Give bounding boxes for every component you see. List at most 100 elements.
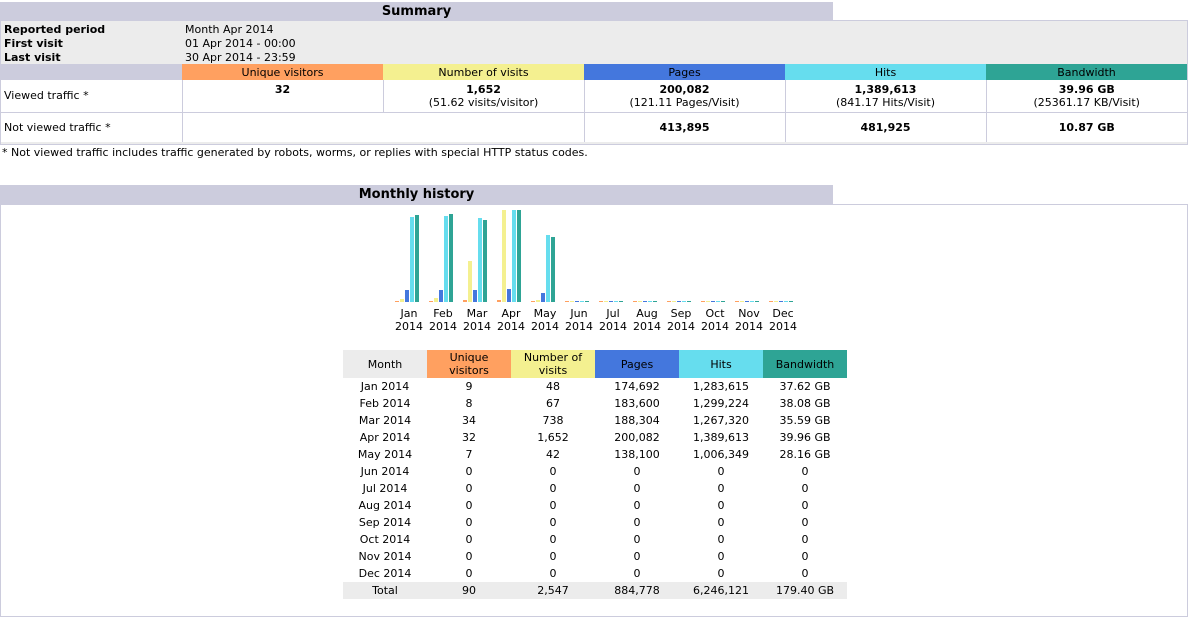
bar-pages-jan [405,290,409,302]
reported-period-value: Month Apr 2014 [185,22,274,36]
mh-cell-bandwidth: 0 [801,465,809,478]
mh-cell-hits: 1,389,613 [693,431,749,444]
bar-hits-jul [614,301,618,302]
mh-cell-hits: 1,283,615 [693,380,749,393]
mh-cell-visits: 0 [549,567,557,580]
mh-cell-hits: 1,006,349 [693,448,749,461]
x-tick-month: Jan [400,307,418,320]
mh-total-visits: 2,547 [537,584,569,597]
bar-unique-may [531,301,535,302]
bar-hits-aug [648,301,652,302]
bar-pages-feb [439,290,443,302]
bar-visits-apr [502,210,506,302]
bar-pages-may [541,293,545,302]
mh-cell-bandwidth: 35.59 GB [779,414,831,427]
x-tick-month: Mar [467,307,488,320]
x-tick-year: 2014 [429,320,457,333]
col-hits: Hits [785,64,986,80]
bar-hits-mar [478,218,482,302]
viewed-bandwidth-sub: (25361.17 KB/Visit) [1033,95,1140,109]
col-bandwidth: Bandwidth [986,64,1187,80]
not-viewed-traffic-label: Not viewed traffic * [1,112,183,142]
bar-bandwidth-mar [483,220,487,302]
bar-bandwidth-jun [585,301,589,302]
bar-pages-dec [779,301,783,302]
mh-cell-hits: 0 [717,499,725,512]
bar-unique-sep [667,301,671,302]
viewed-pages-sub: (121.11 Pages/Visit) [629,95,740,109]
x-tick-month: May [534,307,557,320]
x-tick-month: Oct [705,307,725,320]
mh-cell-visits: 0 [549,533,557,546]
bar-pages-apr [507,289,511,302]
mh-cell-pages: 0 [633,482,641,495]
mh-cell-month: Jun 2014 [360,465,410,478]
mh-cell-hits: 0 [717,482,725,495]
bar-unique-mar [463,300,467,302]
mh-cell-pages: 174,692 [614,380,660,393]
summary-title: Summary [0,2,833,21]
table-row: Apr 2014 32 1,652 200,082 1,389,613 39.96 GB [343,429,847,446]
table-row: Jan 2014 9 48 174,692 1,283,615 37.62 GB [343,378,847,395]
col-number-of-visits: Number of visits [383,64,584,80]
mh-cell-month: Oct 2014 [359,533,411,546]
mh-cell-month: Feb 2014 [359,397,411,410]
monthly-history-panel: Jan 2014 Feb 2014 Mar 2014 Apr 2014 May 2014 Jun 20… [0,204,1188,617]
mh-cell-visits: 42 [546,448,560,461]
reported-period-label: Reported period [4,22,106,36]
summary-table: Reported period Month Apr 2014 First vis… [1,22,1187,142]
bar-bandwidth-apr [517,210,521,302]
mh-cell-bandwidth: 0 [801,533,809,546]
mh-total-row: Total 90 2,547 884,778 6,246,121 179.40 … [343,582,847,599]
table-row: May 2014 7 42 138,100 1,006,349 28.16 GB [343,446,847,463]
bar-visits-jan [400,299,404,302]
table-row: Jul 2014 0 0 0 0 0 [343,480,847,497]
bar-unique-nov [735,301,739,302]
table-row: Oct 2014 0 0 0 0 0 [343,531,847,548]
viewed-traffic-row: Viewed traffic * 32 1,652 (51.62 visits/v… [1,80,1187,112]
summary-panel: Reported period Month Apr 2014 First vis… [0,20,1188,145]
x-tick-year: 2014 [395,320,423,333]
mh-cell-visits: 48 [546,380,560,393]
x-tick-month: Jul [605,307,619,320]
bar-unique-aug [633,301,637,302]
bar-visits-may [536,300,540,302]
bar-unique-oct [701,301,705,302]
bar-hits-dec [784,301,788,302]
bar-visits-dec [774,301,778,302]
col-pages: Pages [584,64,785,80]
bar-bandwidth-oct [721,301,725,302]
bar-bandwidth-may [551,237,555,302]
bar-pages-nov [745,301,749,302]
mh-cell-visits: 0 [549,465,557,478]
mh-cell-month: Jul 2014 [362,482,408,495]
mh-cell-unique: 0 [465,567,473,580]
mh-cell-pages: 200,082 [614,431,660,444]
mh-cell-month: Dec 2014 [358,567,412,580]
bar-visits-aug [638,301,642,302]
mh-cell-visits: 67 [546,397,560,410]
mh-col-unique: Unique visitors [427,350,511,378]
x-tick-month: Dec [772,307,793,320]
bar-pages-oct [711,301,715,302]
x-tick-year: 2014 [565,320,593,333]
viewed-hits-value: 1,389,613 [854,82,917,96]
mh-cell-pages: 0 [633,465,641,478]
mh-total-pages: 884,778 [614,584,660,597]
first-visit-label: First visit [4,36,63,50]
table-row: Sep 2014 0 0 0 0 0 [343,514,847,531]
table-row: Aug 2014 0 0 0 0 0 [343,497,847,514]
x-tick-month: Apr [501,307,521,320]
mh-cell-month: Apr 2014 [359,431,411,444]
x-tick-year: 2014 [701,320,729,333]
bar-bandwidth-nov [755,301,759,302]
last-visit-label: Last visit [4,50,61,64]
bar-visits-feb [434,298,438,302]
x-tick-month: Aug [636,307,657,320]
mh-cell-unique: 0 [465,550,473,563]
x-tick-year: 2014 [497,320,525,333]
bar-visits-mar [468,261,472,302]
mh-cell-bandwidth: 0 [801,567,809,580]
mh-cell-visits: 738 [542,414,564,427]
mh-cell-bandwidth: 0 [801,482,809,495]
